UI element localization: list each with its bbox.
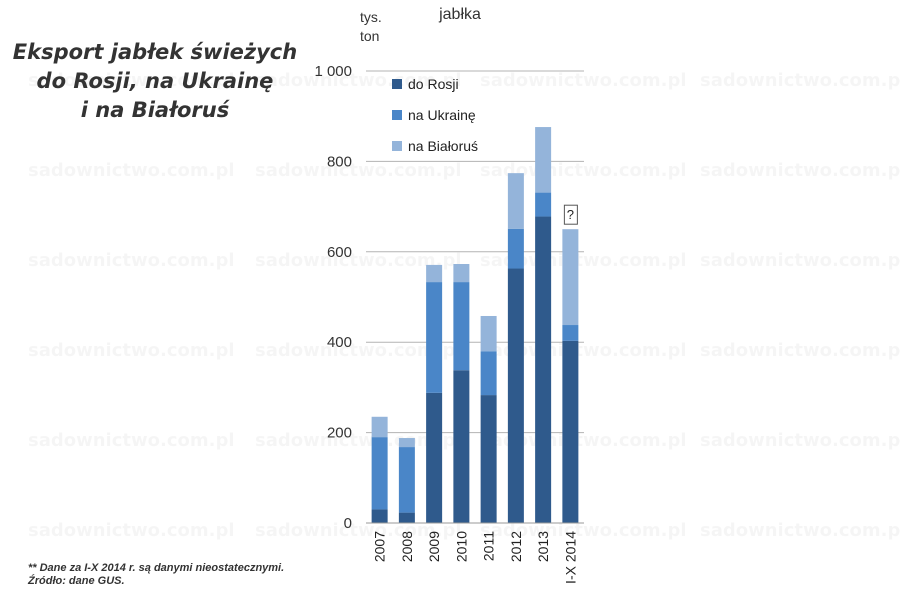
y-tick-label: 600 (327, 244, 352, 261)
bar-segment (398, 438, 415, 448)
legend: do Rosji na Ukrainę na Białoruś (392, 76, 478, 154)
chart-headline: Eksport jabłek świeżych do Rosji, na Ukr… (12, 38, 298, 125)
axes: 0 200 400 600 800 1 000 2007 2008 2009 2010 2011 20… (314, 63, 584, 584)
bar-segment (562, 325, 579, 341)
bar-segment (371, 437, 388, 510)
footnote-line-1: ** Dane za I-X 2014 r. są danymi nieosta… (28, 562, 285, 574)
x-tick-label: 2009 (426, 531, 442, 562)
footnote: ** Dane za I-X 2014 r. są danymi nieosta… (28, 562, 284, 588)
x-tick-label: 2012 (508, 531, 524, 562)
bar-segment (398, 512, 415, 523)
bar-segment (371, 509, 388, 523)
bar-segment (507, 228, 524, 269)
y-axis-unit-line-1: tys. (360, 9, 382, 25)
headline-line-1: Eksport jabłek świeżych (12, 40, 298, 64)
bar-segment (480, 315, 497, 352)
headline-line-2: do Rosji, na Ukrainę (36, 69, 274, 93)
gridlines (366, 70, 584, 434)
legend-swatch (392, 79, 402, 89)
bar-segment (535, 216, 552, 523)
bar-segment (507, 173, 524, 229)
x-tick-label: I-X 2014 (562, 531, 578, 584)
chart-title: jabłka (438, 6, 481, 23)
y-tick-label: 800 (327, 153, 352, 170)
bar-segment (562, 229, 579, 326)
legend-label: na Ukrainę (408, 107, 476, 123)
y-tick-label: 1 000 (314, 63, 352, 80)
bar-segment (426, 264, 443, 283)
y-tick-label: 0 (344, 515, 352, 532)
bar-segment (426, 392, 443, 523)
y-axis-unit-line-2: ton (360, 28, 379, 44)
annotation-box (563, 204, 578, 225)
bar-segment (426, 282, 443, 393)
legend-label: do Rosji (408, 76, 459, 92)
x-tick-label: 2008 (399, 531, 415, 562)
annotation-text: ? (567, 207, 574, 222)
x-tick-label: 2013 (535, 531, 551, 562)
bar-segment (398, 447, 415, 513)
bar-segment (371, 416, 388, 438)
bar-segment (453, 264, 470, 283)
y-tick-label: 200 (327, 425, 352, 442)
bars (371, 127, 579, 523)
x-tick-label: 2010 (453, 531, 469, 562)
bar-segment (480, 351, 497, 396)
annotations: ? (563, 204, 578, 225)
legend-label: na Białoruś (408, 138, 478, 154)
bar-segment (453, 370, 470, 523)
headline-line-3: i na Białoruś (80, 98, 230, 122)
legend-swatch (392, 141, 402, 151)
bar-segment (535, 192, 552, 217)
legend-swatch (392, 110, 402, 120)
y-tick-label: 400 (327, 334, 352, 351)
bar-segment (507, 268, 524, 523)
x-tick-label: 2007 (372, 531, 388, 562)
bar-segment (480, 395, 497, 523)
bar-segment (562, 340, 579, 523)
bar-segment (535, 127, 552, 193)
x-tick-label: 2011 (481, 531, 497, 561)
bar-segment (453, 282, 470, 371)
footnote-line-2: Źródło: dane GUS. (28, 575, 125, 587)
